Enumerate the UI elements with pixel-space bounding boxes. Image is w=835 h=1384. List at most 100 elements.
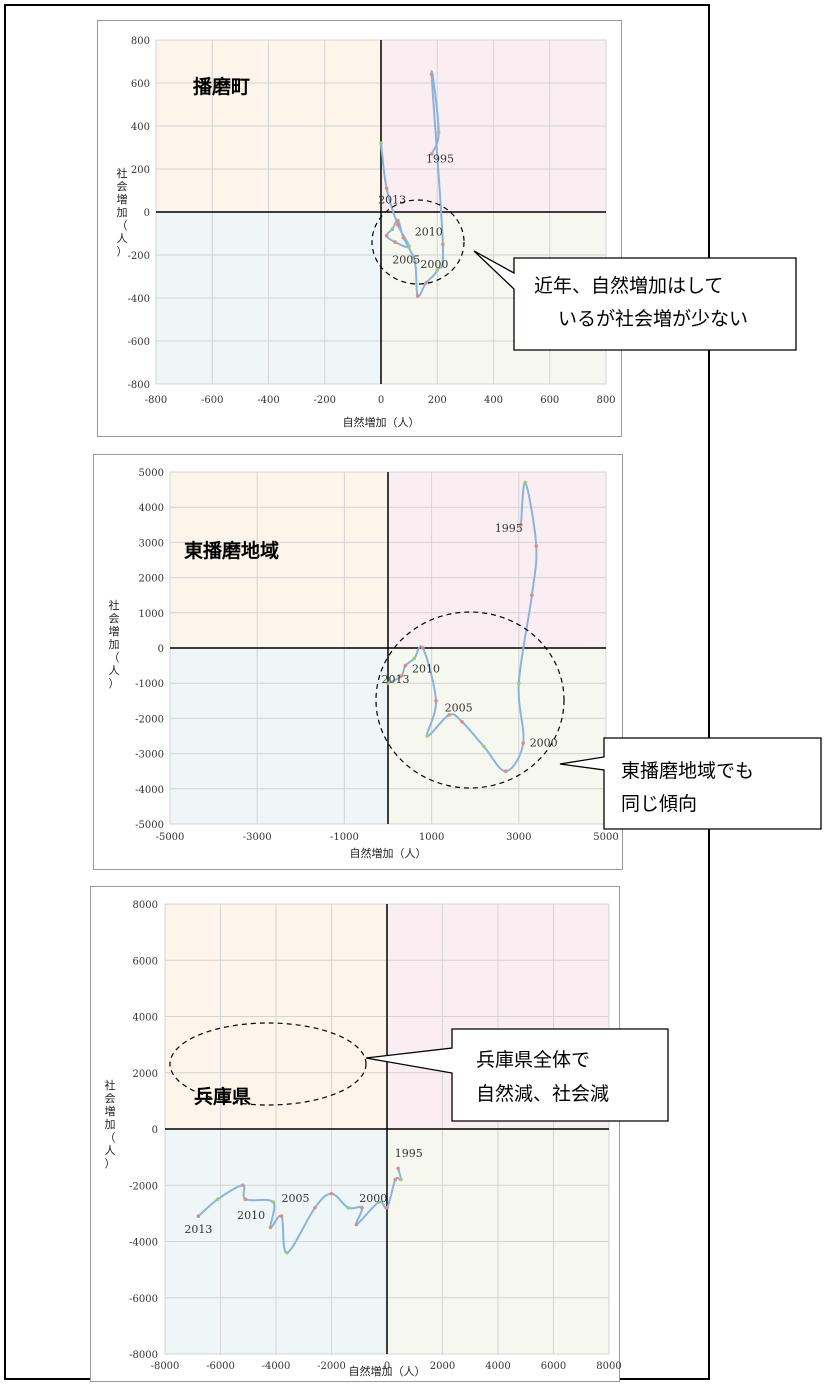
y-tick-label: -800 xyxy=(128,380,150,391)
chart-hyogo: -8000 -6000 -4000 -2000 0 2000 4000 6000 8000 800… xyxy=(129,900,621,1378)
data-point xyxy=(530,593,534,597)
data-point xyxy=(376,1200,381,1204)
highlight-ellipse xyxy=(375,611,565,789)
y-tick-label: 200 xyxy=(131,165,150,176)
callout-text: 東播磨地域でも xyxy=(621,760,754,782)
y-tick-label: 2000 xyxy=(139,574,164,585)
x-tick-label: -400 xyxy=(257,395,279,406)
y-tick-label: 0 xyxy=(152,1125,158,1136)
x-tick-label: 0 xyxy=(384,1361,390,1372)
data-point xyxy=(285,1250,289,1255)
y-tick-label: -5000 xyxy=(135,820,164,831)
y-axis-title: 社 会 増 加 （ 人 ） xyxy=(108,599,120,690)
data-point xyxy=(313,1205,317,1210)
data-point xyxy=(424,281,428,285)
data-point xyxy=(329,1191,334,1196)
x-tick-label: -1000 xyxy=(330,832,359,843)
x-tick-label: 5000 xyxy=(593,832,618,843)
callout-text: 近年、自然増加はして xyxy=(534,275,723,297)
data-point xyxy=(396,1166,400,1171)
chart-title: 兵庫県 xyxy=(194,1085,251,1108)
data-point xyxy=(268,1225,273,1230)
data-point xyxy=(534,544,539,548)
chart-panel-hyogo: -8000 -6000 -4000 -2000 0 2000 4000 6000 8000 800… xyxy=(90,886,621,1382)
y-tick-label: -600 xyxy=(128,337,150,348)
data-point xyxy=(407,244,411,249)
y-tick-label: 4000 xyxy=(133,1013,158,1024)
callout-text: いるが社会増が少ない xyxy=(558,308,748,330)
data-point xyxy=(434,699,438,703)
y-tick-label: -3000 xyxy=(135,750,164,761)
data-point xyxy=(399,674,403,678)
data-point xyxy=(429,152,434,156)
callout-box xyxy=(365,1028,669,1122)
data-point xyxy=(436,130,441,135)
data-point xyxy=(271,1200,276,1204)
y-tick-label: -8000 xyxy=(129,1350,158,1361)
data-point xyxy=(460,720,464,724)
data-point xyxy=(386,681,390,685)
data-point xyxy=(396,218,400,223)
year-label: 2013 xyxy=(184,1223,212,1236)
x-tick-label: -200 xyxy=(314,395,336,406)
x-axis-title: 自然増加（人） xyxy=(343,415,420,429)
quadrant-bottom-right xyxy=(388,648,606,824)
y-tick-label: -4000 xyxy=(135,785,164,796)
data-point xyxy=(435,268,440,272)
year-label: 2005 xyxy=(445,701,473,714)
year-label: 2010 xyxy=(415,226,443,239)
y-tick-label: 2000 xyxy=(133,1069,158,1080)
data-point xyxy=(503,769,508,773)
chart-east-harima: -5000 -3000 -1000 1000 3000 5000 5000 4000 3000 2… xyxy=(135,468,619,860)
data-point xyxy=(354,1222,359,1227)
y-tick-label: -1000 xyxy=(135,679,164,690)
data-point xyxy=(390,227,395,231)
data-point xyxy=(521,741,525,745)
chart-panel-east-harima: -5000 -3000 -1000 1000 3000 5000 5000 4000 3000 2… xyxy=(93,454,623,870)
x-tick-label: 2000 xyxy=(430,1361,455,1372)
x-tick-label: 6000 xyxy=(541,1361,566,1372)
data-point xyxy=(379,141,383,145)
data-point xyxy=(482,744,486,749)
y-tick-label: -6000 xyxy=(129,1294,158,1305)
quadrant-top-right xyxy=(388,472,606,648)
data-point xyxy=(196,1214,201,1218)
y-tick-label: 6000 xyxy=(133,956,158,967)
year-label: 2000 xyxy=(420,258,448,271)
data-point xyxy=(385,1205,389,1210)
x-axis-title: 自然増加（人） xyxy=(350,846,427,860)
data-point xyxy=(215,1197,220,1202)
x-tick-label: -4000 xyxy=(262,1361,291,1372)
x-tick-label: 4000 xyxy=(485,1361,510,1372)
figure-frame: -800 -600 -400 -200 0 200 400 600 800 800 600 400 20… xyxy=(4,4,710,1382)
y-tick-label: 0 xyxy=(144,208,150,219)
data-point xyxy=(401,236,406,240)
data-point xyxy=(279,1214,284,1218)
x-tick-label: 400 xyxy=(484,395,503,406)
highlight-ellipse xyxy=(371,199,465,285)
x-tick-label: 0 xyxy=(378,395,384,406)
data-point xyxy=(243,1197,248,1202)
year-label: 2005 xyxy=(392,254,420,267)
x-tick-label: 3000 xyxy=(506,832,531,843)
data-point xyxy=(384,233,389,238)
x-tick-label: 600 xyxy=(540,395,559,406)
x-tick-label: 800 xyxy=(596,395,615,406)
y-axis-title: 社 会 増 加 （ 人 ） xyxy=(104,1079,116,1170)
year-label: 1995 xyxy=(426,153,454,166)
quadrant-top-left xyxy=(170,472,388,648)
x-tick-label: -5000 xyxy=(156,832,185,843)
year-label: 2013 xyxy=(381,673,409,686)
y-tick-label: -2000 xyxy=(135,714,164,725)
data-point xyxy=(403,663,408,668)
data-point xyxy=(421,646,425,650)
y-axis-title: 社 会 増 加 （ 人 ） xyxy=(116,167,128,258)
callout-text: 自然減、社会減 xyxy=(476,1083,609,1105)
chart-title: 東播磨地域 xyxy=(184,539,279,562)
year-label: 2005 xyxy=(282,1192,310,1205)
chart-title: 播磨町 xyxy=(193,75,250,98)
chart-harima-town: -800 -600 -400 -200 0 200 400 600 800 800 600 400 20… xyxy=(128,36,616,429)
callout-text: 同じ傾向 xyxy=(621,793,697,815)
year-label: 1995 xyxy=(495,522,523,535)
